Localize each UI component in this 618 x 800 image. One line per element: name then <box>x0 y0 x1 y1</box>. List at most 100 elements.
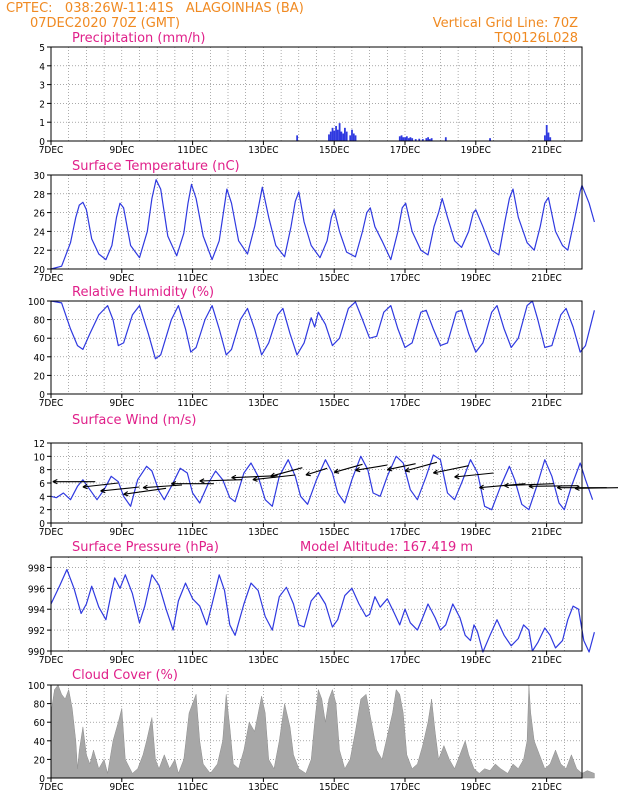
x-tick-label: 19DEC <box>461 782 491 793</box>
y-tick-label: 996 <box>28 584 45 595</box>
precipitation-title: Precipitation (mm/h) <box>72 31 205 46</box>
humidity-series-line <box>50 300 595 360</box>
precip-bar <box>296 135 299 141</box>
y-tick-label: 2 <box>39 99 45 110</box>
wind-series-line <box>50 454 594 511</box>
precip-bar <box>344 127 346 141</box>
wind-vector-arrow <box>82 482 119 490</box>
precip-bar <box>411 138 414 141</box>
precip-bar <box>331 127 334 141</box>
wind-vector-arrow <box>432 465 469 475</box>
wind-vector-arrow <box>171 481 214 487</box>
x-tick-label: 13DEC <box>248 398 278 409</box>
y-tick-label: 12 <box>34 439 45 450</box>
pressure-frame <box>50 556 583 652</box>
y-tick-label: 0 <box>39 774 45 785</box>
y-tick-label: 24 <box>34 227 46 238</box>
x-tick-label: 9DEC <box>109 273 134 284</box>
y-tick-label: 100 <box>28 681 45 692</box>
wind-vector-arrow <box>528 483 579 489</box>
panels-group: 0 12 3 4 5 7DEC 9DEC 11DEC 13DEC 15DEC 17DEC 19DEC 2… <box>28 31 618 793</box>
precip-bar <box>444 137 447 141</box>
precip-bar <box>336 129 339 141</box>
x-tick-label: 13DEC <box>248 782 278 793</box>
precip-bar <box>407 138 410 141</box>
x-tick-label: 21DEC <box>531 145 561 156</box>
x-tick-label: 7DEC <box>39 398 64 409</box>
precip-bar <box>338 123 341 141</box>
y-tick-label: 20 <box>34 755 46 766</box>
y-tick-label: 5 <box>39 43 45 54</box>
precip-bar <box>402 137 405 141</box>
precip-bar <box>342 133 345 141</box>
precip-bar <box>398 136 401 141</box>
precip-bar <box>351 129 353 141</box>
x-tick-label: 21DEC <box>531 655 561 666</box>
wind-vector-arrow <box>503 482 554 489</box>
precip-bar <box>400 135 403 141</box>
cloud-title: Cloud Cover (%) <box>72 668 178 683</box>
x-tick-label: 17DEC <box>390 527 420 538</box>
x-tick-label: 19DEC <box>461 527 491 538</box>
x-tick-label: 19DEC <box>461 145 491 156</box>
y-tick-label: 4 <box>39 492 45 503</box>
wind-title: Surface Wind (m/s) <box>72 413 196 428</box>
header-station: CPTEC: 038:26W-11:41S ALAGOINHAS (BA) <box>6 1 304 16</box>
precip-bar <box>354 135 357 141</box>
precip-bar <box>545 125 548 141</box>
wind-vector-arrow <box>479 483 526 490</box>
y-tick-label: 40 <box>34 353 46 364</box>
temperature-title: Surface Temperature (nC) <box>72 159 240 174</box>
model-altitude-label: Model Altitude: 167.419 m <box>300 540 473 555</box>
wind-vector-arrow <box>454 472 494 480</box>
x-tick-label: 15DEC <box>319 145 349 156</box>
y-tick-label: 60 <box>34 334 46 345</box>
x-tick-label: 9DEC <box>109 782 134 793</box>
y-tick-label: 0 <box>39 519 45 530</box>
precip-bar <box>404 137 406 141</box>
precip-bar <box>418 138 421 141</box>
x-tick-label: 13DEC <box>248 527 278 538</box>
y-tick-label: 20 <box>34 371 46 382</box>
x-tick-label: 11DEC <box>177 398 207 409</box>
wind-vector-arrow <box>52 479 96 485</box>
y-tick-label: 994 <box>28 605 45 616</box>
precip-bar <box>428 139 431 141</box>
temperature-panel: 20 22 24 26 28 30 7DEC 9DEC 11DEC 13DEC 15DEC 17DEC… <box>34 159 595 284</box>
y-tick-label: 20 <box>34 265 46 276</box>
y-tick-label: 100 <box>28 297 45 308</box>
wind-vector-arrow <box>404 461 438 473</box>
precip-bar <box>328 134 330 141</box>
y-tick-label: 4 <box>39 62 45 73</box>
precip-bar <box>544 135 546 141</box>
wind-vector-arrow <box>270 467 303 478</box>
y-tick-label: 80 <box>34 316 46 327</box>
precipitation-panel: 0 1 2 3 4 5 7DEC 9DEC 11DEC 13DEC 15DEC 17DEC 19DEC 2… <box>39 31 583 156</box>
x-tick-label: 17DEC <box>390 655 420 666</box>
header-run-time: 07DEC2020 70Z (GMT) <box>30 16 180 31</box>
x-tick-label: 21DEC <box>531 527 561 538</box>
y-tick-label: 3 <box>39 81 45 92</box>
y-tick-label: 22 <box>34 246 45 257</box>
y-tick-label: 0 <box>39 137 45 148</box>
x-tick-label: 11DEC <box>177 655 207 666</box>
x-tick-label: 7DEC <box>39 782 64 793</box>
wind-vector-arrow <box>100 486 140 494</box>
wind-vector-arrow <box>231 474 278 481</box>
precip-bar <box>430 138 433 141</box>
y-tick-label: 2 <box>39 506 45 517</box>
wind-panel: 0 2 4 6 8 10 12 7DEC 9DEC 11DEC 13DEC 15DEC 17DEC 19D… <box>34 413 618 538</box>
wind-vector-arrow <box>305 467 328 477</box>
y-tick-label: 80 <box>34 700 46 711</box>
x-tick-label: 7DEC <box>39 145 64 156</box>
x-tick-label: 9DEC <box>109 398 134 409</box>
precip-bar <box>547 132 550 141</box>
precip-bar <box>349 135 352 141</box>
cloud-frame <box>50 684 583 779</box>
x-tick-label: 9DEC <box>109 145 134 156</box>
humidity-title: Relative Humidity (%) <box>72 285 214 300</box>
wind-vector-arrow <box>386 463 416 472</box>
y-tick-label: 40 <box>34 737 46 748</box>
x-tick-label: 9DEC <box>109 527 134 538</box>
